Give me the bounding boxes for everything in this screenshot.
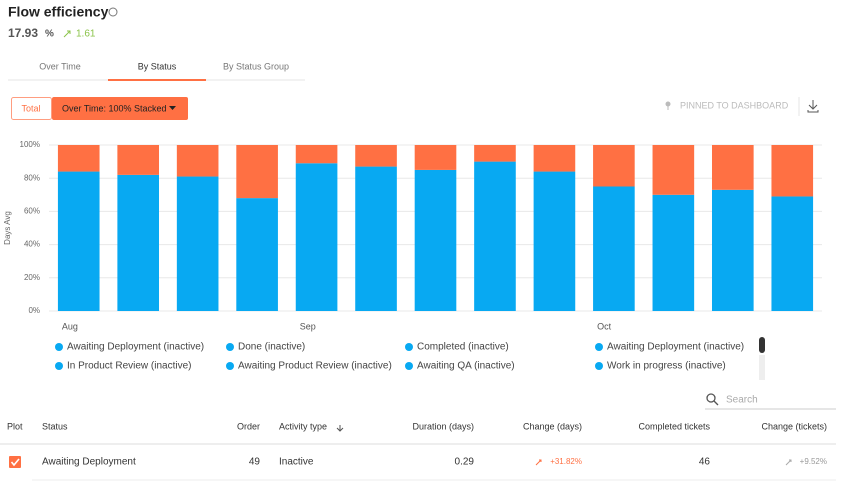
scrollbar-thumb[interactable]	[759, 337, 765, 353]
bar-segment	[414, 169, 457, 311]
column-header[interactable]: Completed tickets	[638, 421, 710, 431]
bar-segment	[295, 163, 338, 311]
tab[interactable]: By Status	[138, 61, 177, 71]
legend-entry[interactable]: Awaiting QA (inactive)	[417, 361, 515, 372]
pin-button[interactable]: PINNED TO DASHBOARD	[680, 100, 789, 110]
metric-change: 1.61	[76, 29, 96, 40]
check-icon	[10, 458, 20, 467]
y-tick-label: 0%	[28, 306, 40, 315]
bar-segment	[593, 186, 635, 311]
bar-segment	[533, 145, 576, 172]
plot-checkbox[interactable]	[9, 456, 21, 468]
mode-label: Over Time: 100% Stacked	[62, 103, 167, 113]
tab[interactable]: Over Time	[39, 61, 81, 71]
column-header[interactable]: Change (tickets)	[761, 421, 827, 431]
legend-entry[interactable]: Done (inactive)	[238, 342, 305, 353]
table-cell: +9.52%	[800, 457, 827, 466]
bar-segment	[771, 145, 814, 197]
table-cell: 49	[249, 457, 261, 468]
chart: 0% 20% 40% 60% 80% 100% Aug Sep Oct	[20, 140, 822, 331]
bar-segment	[652, 194, 695, 311]
bar-segment	[117, 145, 160, 175]
table: Plot Status Order Activity type Duration (da…	[7, 421, 827, 467]
bar-segment	[355, 166, 397, 311]
bar-segment	[711, 189, 754, 311]
column-header[interactable]: Change (days)	[523, 421, 582, 431]
x-tick-label: Oct	[597, 321, 612, 331]
legend-entry[interactable]: Completed (inactive)	[417, 342, 509, 353]
column-header[interactable]: Status	[42, 421, 68, 431]
mode-button[interactable]	[52, 97, 188, 120]
legend: Awaiting Deployment (inactive) Done (inac…	[55, 342, 744, 372]
bar-segment	[474, 161, 516, 311]
bar-segment	[57, 145, 100, 172]
trend-icon	[535, 459, 542, 466]
bar-segment	[176, 145, 219, 177]
y-axis-label: Days Avg	[3, 211, 12, 245]
bar-segment	[355, 145, 397, 167]
legend-entry[interactable]: Awaiting Product Review (inactive)	[238, 361, 392, 372]
bar-segment	[236, 145, 278, 199]
bar-segment	[652, 145, 695, 195]
legend-dot	[405, 362, 413, 370]
metric-value: 17.93	[8, 26, 38, 40]
bar-segment	[533, 171, 576, 311]
legend-dot	[405, 343, 413, 351]
legend-entry[interactable]: In Product Review (inactive)	[67, 361, 192, 372]
search-input[interactable]: Search	[726, 395, 758, 406]
title: Flow efficiency	[8, 4, 109, 20]
bar-segment	[414, 145, 457, 170]
help-icon[interactable]	[108, 7, 118, 17]
legend-entry[interactable]: Awaiting Deployment (inactive)	[67, 342, 204, 353]
total-button[interactable]	[11, 97, 52, 120]
table-cell: Inactive	[279, 457, 314, 468]
legend-entry[interactable]: Work in progress (inactive)	[607, 361, 726, 372]
pin-icon	[665, 101, 671, 107]
table-cell: 0.29	[455, 457, 475, 468]
metric-unit: %	[45, 29, 54, 40]
column-header[interactable]: Order	[237, 421, 260, 431]
y-tick-label: 80%	[24, 173, 40, 182]
bar-segment	[57, 171, 100, 311]
legend-dot	[226, 343, 234, 351]
bar-segment	[593, 145, 635, 187]
y-tick-label: 100%	[20, 140, 40, 149]
bar-segment	[236, 198, 278, 311]
table-cell: +31.82%	[550, 457, 582, 466]
bar-segment	[295, 145, 338, 164]
search-icon	[706, 393, 716, 403]
bar-segment	[711, 145, 754, 190]
sort-icon[interactable]	[336, 425, 344, 432]
legend-dot	[595, 343, 603, 351]
legend-dot	[595, 362, 603, 370]
y-tick-label: 20%	[24, 273, 40, 282]
search-icon	[713, 400, 719, 406]
column-header[interactable]: Plot	[7, 421, 23, 431]
column-header[interactable]: Duration (days)	[412, 421, 474, 431]
bar-segment	[474, 145, 516, 162]
y-tick-label: 40%	[24, 240, 40, 249]
total-label: Total	[21, 103, 40, 113]
trend-icon	[63, 30, 71, 38]
bar-segment	[117, 174, 160, 311]
legend-dot	[55, 343, 63, 351]
y-tick-label: 60%	[24, 207, 40, 216]
x-tick-label: Sep	[300, 321, 316, 331]
table-cell: Awaiting Deployment	[42, 457, 136, 468]
dropdown-caret	[169, 106, 176, 110]
legend-dot	[226, 362, 234, 370]
tab[interactable]: By Status Group	[223, 61, 289, 71]
table-cell: 46	[699, 457, 711, 468]
download-icon[interactable]	[807, 100, 819, 113]
x-tick-label: Aug	[62, 321, 78, 331]
trend-icon	[785, 459, 792, 466]
legend-entry[interactable]: Awaiting Deployment (inactive)	[607, 342, 744, 353]
bar-segment	[176, 176, 219, 311]
column-header[interactable]: Activity type	[279, 421, 327, 431]
legend-dot	[55, 362, 63, 370]
bar-segment	[771, 196, 814, 311]
